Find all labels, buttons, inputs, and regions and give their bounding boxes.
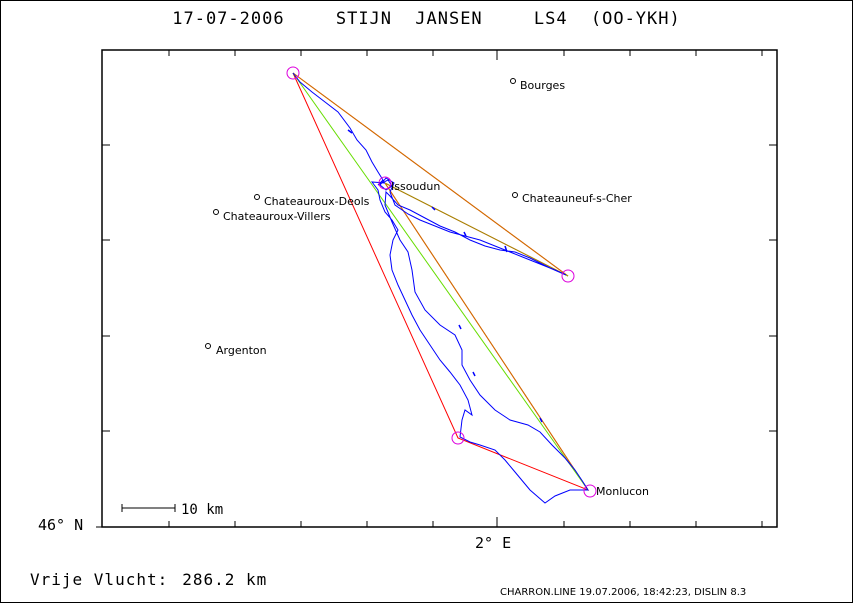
lon-axis-label: 2° E bbox=[475, 534, 512, 552]
label-bourges: Bourges bbox=[520, 79, 565, 92]
distance-value: 286.2 km bbox=[182, 570, 268, 589]
place-labels: Bourges Issoudun Chateauroux-Deols Chate… bbox=[216, 79, 649, 498]
turnpoint-3 bbox=[451, 431, 465, 445]
marker-bourges bbox=[510, 78, 516, 84]
turnpoint-1 bbox=[286, 66, 300, 80]
tick-marks bbox=[96, 50, 777, 528]
map-border bbox=[101, 49, 778, 528]
flight-track bbox=[292, 72, 589, 504]
place-markers bbox=[205, 78, 518, 349]
orange-task-line-1 bbox=[292, 72, 569, 277]
label-chateauroux-villers: Chateauroux-Villers bbox=[223, 210, 331, 223]
turnpoint-monlucon bbox=[583, 484, 597, 498]
turnpoint-2 bbox=[561, 269, 575, 283]
scale-bar-label: 10 km bbox=[181, 502, 223, 518]
footer-info: CHARRON.LINE 19.07.2006, 18:42:23, DISLI… bbox=[500, 587, 747, 598]
marker-chateauroux-deols bbox=[254, 194, 260, 200]
label-issoudun: Issoudun bbox=[391, 180, 440, 193]
scale-bar bbox=[121, 504, 176, 512]
turnpoints bbox=[286, 66, 597, 498]
green-task-line-2 bbox=[384, 182, 569, 277]
label-chateauneuf: Chateauneuf-s-Cher bbox=[522, 192, 632, 205]
flight-title: 17-07-2006 STIJN JANSEN LS4 (OO-YKH) bbox=[0, 9, 853, 29]
distance-summary: Vrije Vlucht: 286.2 km bbox=[30, 570, 267, 589]
marker-argenton bbox=[205, 343, 211, 349]
marker-chateauroux-villers bbox=[213, 209, 219, 215]
task-legs bbox=[292, 72, 590, 492]
pilot-name: STIJN JANSEN bbox=[335, 9, 483, 29]
green-task-line bbox=[292, 72, 589, 491]
marker-chateauneuf bbox=[512, 192, 518, 198]
turnpoint-issoudun bbox=[378, 176, 392, 190]
label-argenton: Argenton bbox=[216, 344, 267, 357]
distance-label: Vrije Vlucht: bbox=[30, 570, 169, 589]
label-chateauroux-deols: Chateauroux-Deols bbox=[264, 195, 370, 208]
glider-name: LS4 (OO-YKH) bbox=[533, 9, 681, 29]
orange-task-line-2 bbox=[384, 182, 589, 491]
flight-date: 17-07-2006 bbox=[172, 9, 285, 29]
lat-axis-label: 46° N bbox=[38, 516, 84, 534]
track-markers bbox=[347, 129, 543, 423]
label-monlucon: Monlucon bbox=[596, 485, 649, 498]
